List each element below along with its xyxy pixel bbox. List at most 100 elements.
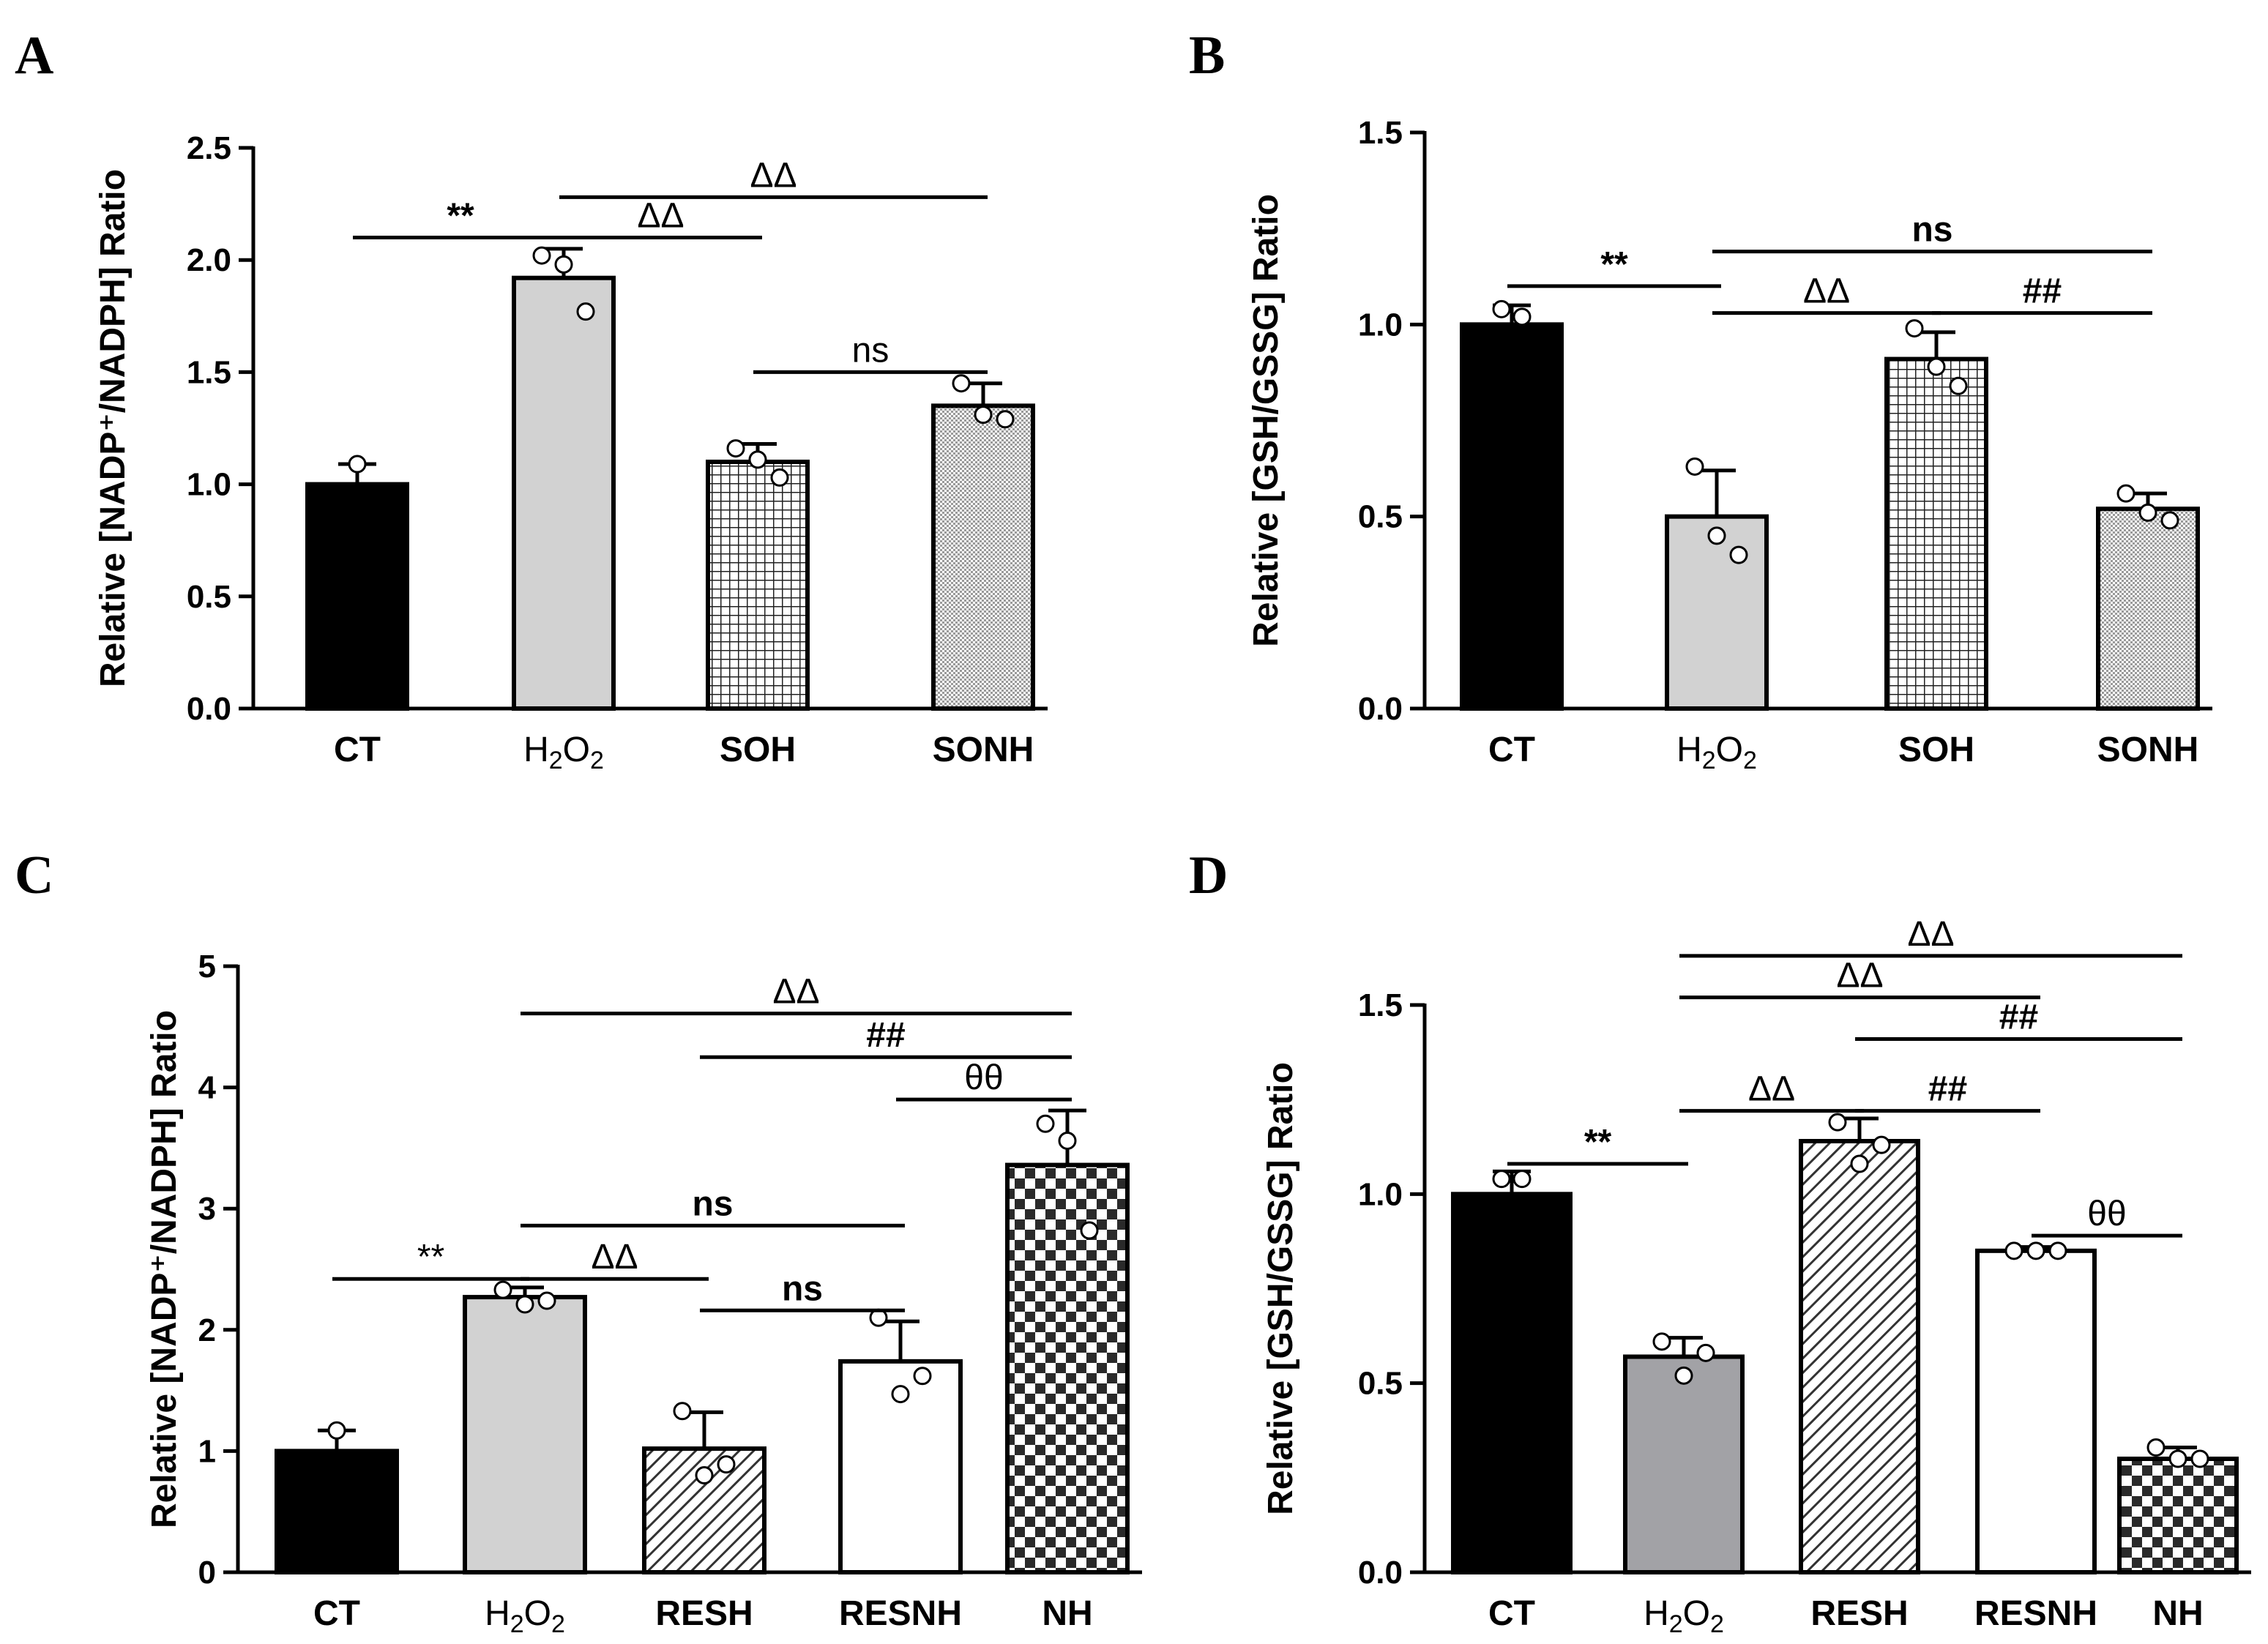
bar (642, 1446, 766, 1575)
chart-panel-c: C 0 1 2 3 4 5 Relative [NADP⁺/NADPH] Ratio CT H2O… (15, 845, 1142, 1638)
data-point (532, 246, 551, 265)
x-tick-label: RESNH (839, 1594, 962, 1633)
data-point (1080, 1221, 1099, 1240)
y-tick-label: 3 (198, 1191, 216, 1227)
panel-letter: A (15, 26, 53, 86)
data-point (327, 1421, 346, 1440)
data-point (1492, 299, 1511, 318)
data-point (1036, 1114, 1055, 1133)
data-point (1828, 1113, 1847, 1132)
data-point (695, 1466, 714, 1485)
x-tick-label: SONH (933, 731, 1034, 769)
y-tick-label: 0.5 (1358, 1366, 1403, 1402)
y-tick-label: 0.0 (1358, 1555, 1403, 1591)
bar (706, 459, 810, 711)
bar (463, 1295, 587, 1574)
significance-label: ** (417, 1238, 444, 1277)
y-tick-label: 0 (198, 1555, 216, 1591)
significance-label: ## (1928, 1070, 1967, 1109)
y-tick-label: 1.5 (187, 354, 231, 390)
significance-label: ** (1584, 1123, 1612, 1162)
panel-letter: C (15, 845, 53, 905)
y-axis-label: Relative [GSH/GSSG] Ratio (1261, 1062, 1300, 1515)
data-point (996, 410, 1015, 429)
panel-letter: B (1189, 26, 1225, 86)
bar (1460, 322, 1564, 711)
x-tick-label: H2O2 (1644, 1594, 1724, 1638)
data-point (1949, 376, 1968, 395)
data-point (554, 255, 573, 274)
data-point (2004, 1241, 2023, 1260)
x-tick-label: SONH (2097, 731, 2199, 769)
x-tick-label: SOH (720, 731, 796, 769)
data-point (1674, 1366, 1693, 1385)
bar (305, 482, 409, 711)
significance-label: ΔΔ (1907, 915, 1954, 954)
bar (275, 1449, 399, 1575)
data-point (974, 406, 993, 425)
significance-label: ns (782, 1269, 823, 1308)
bar (1799, 1139, 1920, 1574)
data-point (1685, 457, 1704, 476)
significance-label: ## (866, 1016, 905, 1055)
data-point (1872, 1135, 1891, 1154)
x-tick-label: NH (2152, 1594, 2203, 1633)
significance-label: ΔΔ (750, 156, 797, 195)
x-tick-label: H2O2 (523, 731, 604, 774)
y-axis-label: Relative [NADP⁺/NADPH] Ratio (94, 169, 133, 687)
data-point (726, 439, 745, 458)
x-tick-label: CT (1488, 1594, 1535, 1633)
data-point (537, 1291, 556, 1310)
y-tick-label: 1.0 (1358, 1176, 1403, 1212)
data-point (673, 1402, 692, 1421)
y-tick-label: 1 (198, 1433, 216, 1469)
y-tick-label: 1.0 (1358, 307, 1403, 343)
data-point (2048, 1241, 2067, 1260)
bar (1451, 1192, 1573, 1575)
x-tick-label: CT (334, 731, 381, 769)
significance-label: ΔΔ (1836, 957, 1883, 995)
data-point (891, 1385, 910, 1404)
significance-label: ΔΔ (1748, 1070, 1795, 1109)
bar (1005, 1162, 1130, 1574)
x-tick-label: NH (1042, 1594, 1092, 1633)
chart-panel-d: D 0.0 0.5 1.0 1.5 Relative [GSH/GSSG] Ratio CT… (1189, 845, 2251, 1638)
chart-panel-b: B 0.0 0.5 1.0 1.5 Relative [GSH/GSSG] Ratio CT… (1189, 26, 2212, 774)
data-point (717, 1455, 736, 1474)
data-point (1652, 1332, 1671, 1351)
significance-label: ** (1600, 245, 1628, 284)
bar (2096, 507, 2200, 711)
y-tick-label: 1.0 (187, 467, 231, 503)
bar (1623, 1354, 1745, 1574)
y-tick-label: 5 (198, 949, 216, 984)
y-tick-label: 0.5 (187, 579, 231, 615)
data-point (2116, 484, 2135, 503)
significance-label: ns (692, 1184, 733, 1223)
significance-label: ΔΔ (1803, 272, 1850, 311)
data-point (1696, 1343, 1715, 1362)
bar (1665, 514, 1769, 711)
y-tick-label: 0.0 (187, 691, 231, 727)
data-point (2138, 503, 2157, 522)
x-tick-label: H2O2 (485, 1594, 565, 1638)
data-point (1492, 1170, 1511, 1189)
x-tick-label: RESNH (1974, 1594, 2097, 1633)
data-point (2026, 1241, 2045, 1260)
y-axis-label: Relative [GSH/GSSG] Ratio (1247, 194, 1286, 647)
x-tick-label: SOH (1898, 731, 1974, 769)
data-point (1707, 526, 1726, 545)
data-point (1512, 307, 1532, 326)
data-point (2190, 1449, 2209, 1468)
data-point (770, 468, 789, 487)
y-tick-label: 2 (198, 1312, 216, 1348)
y-tick-label: 4 (198, 1070, 217, 1106)
significance-label: ΔΔ (637, 197, 684, 236)
significance-label: ns (852, 331, 889, 370)
significance-label: ΔΔ (772, 973, 819, 1012)
x-tick-label: H2O2 (1676, 731, 1757, 774)
chart-panel-a: A 0.0 0.5 1.0 1.5 2.0 2.5 Relative [NADP⁺/NADPH… (15, 26, 1048, 774)
bar (931, 403, 1035, 711)
data-point (1850, 1154, 1869, 1173)
x-tick-label: CT (313, 1594, 360, 1633)
y-tick-label: 2.0 (187, 242, 231, 278)
